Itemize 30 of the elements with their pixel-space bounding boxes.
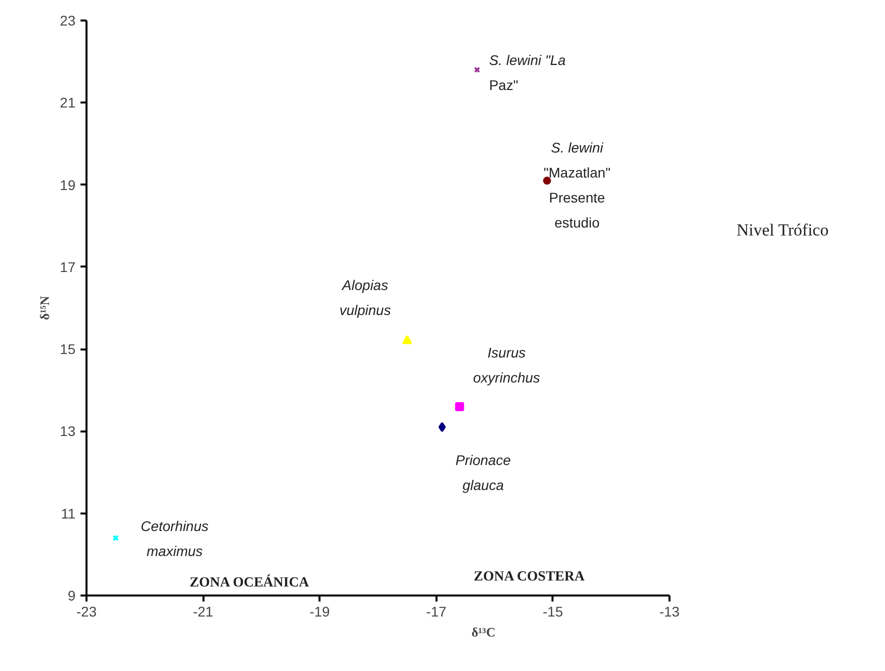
- y-axis-title: δ¹⁵N: [36, 295, 52, 320]
- series-label: Prionace glauca: [455, 452, 511, 494]
- point: [455, 402, 464, 412]
- y-tick-label: 9: [68, 588, 76, 604]
- series-label: Isurus oxyrinchus: [473, 344, 540, 386]
- series-label: Cetorhinus maximus: [140, 518, 208, 559]
- x-tick-label: -19: [310, 604, 330, 620]
- text: Nivel Trófico: [736, 220, 829, 240]
- point: [402, 335, 412, 344]
- y-tick-label: 11: [60, 505, 76, 522]
- series-label: S. lewini "La Paz": [489, 52, 566, 93]
- y-tick-label: 21: [60, 94, 76, 111]
- point: [112, 534, 119, 542]
- y-tick-label: 13: [60, 423, 76, 440]
- point: [474, 66, 480, 73]
- annotation: ZONA COSTERA: [474, 570, 586, 585]
- series-label: Alopias vulpinus: [339, 276, 391, 318]
- x-tick-label: -23: [76, 604, 97, 620]
- x-tick-label: -15: [542, 604, 564, 620]
- y-tick-label: 19: [60, 176, 76, 193]
- y-tick-label: 17: [60, 258, 76, 275]
- x-axis-title: δ¹³C: [472, 624, 496, 640]
- x-tick-label: -21: [192, 604, 214, 620]
- series-label: S. lewini "Mazatlan" Presente estudio: [544, 140, 610, 231]
- x-tick-label: -13: [659, 604, 680, 620]
- x-tick-label: -17: [426, 604, 447, 620]
- y-tick-label: 23: [60, 12, 76, 28]
- y-tick-label: 15: [60, 341, 76, 358]
- point: [438, 422, 446, 432]
- annotation: ZONA OCEÁNICA: [190, 574, 310, 591]
